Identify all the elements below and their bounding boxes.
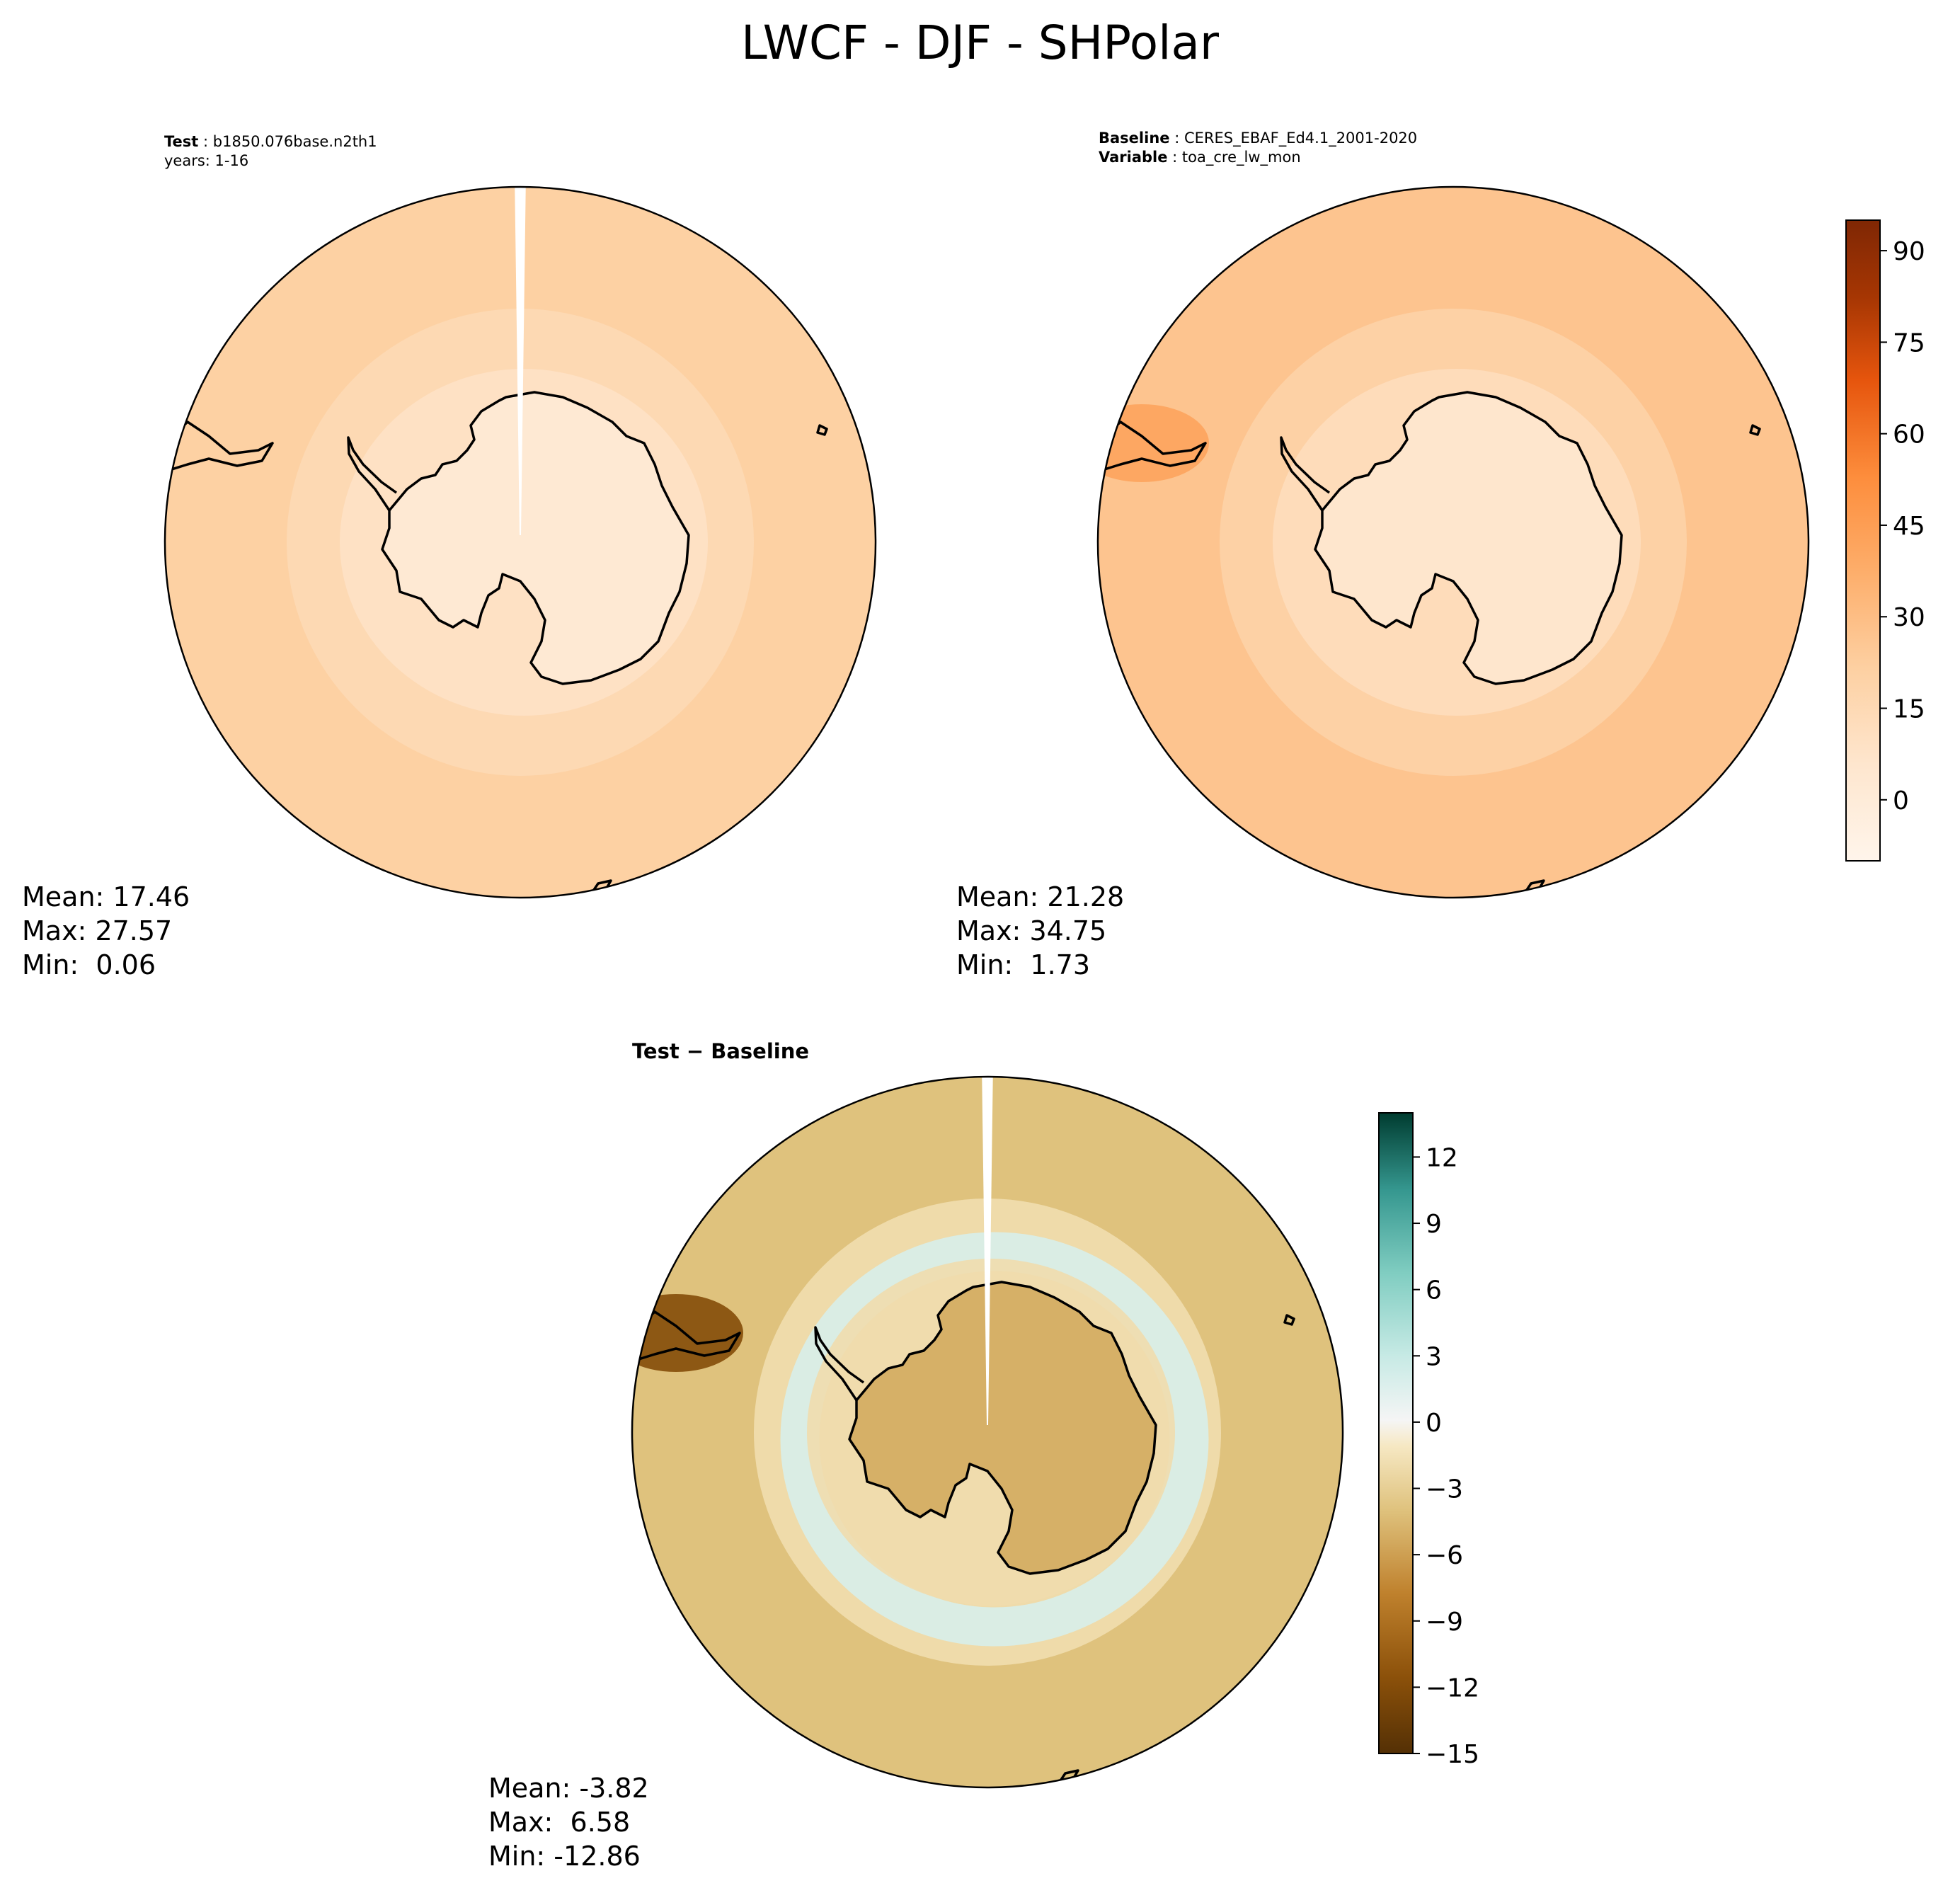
difference-title: Test − Baseline bbox=[632, 1039, 810, 1063]
baseline-max: Max: 34.75 bbox=[956, 915, 1107, 946]
difference-mean: Mean: -3.82 bbox=[488, 1773, 649, 1804]
test-missing-data-wedge bbox=[515, 187, 526, 535]
test-max: Max: 27.57 bbox=[22, 915, 173, 946]
colorbar-tick-label: 9 bbox=[1426, 1210, 1442, 1239]
difference-island-coast bbox=[1283, 1314, 1295, 1326]
test-south-america-coast bbox=[165, 420, 274, 473]
difference-peninsula-coast bbox=[814, 1326, 865, 1401]
test-island-coast bbox=[816, 424, 828, 436]
baseline-map bbox=[1098, 187, 1809, 898]
figure-title: LWCF - DJF - SHPolar bbox=[740, 16, 1220, 70]
test-years: years: 1-16 bbox=[164, 152, 249, 169]
test-map-border bbox=[164, 185, 877, 899]
difference-south-america-coast bbox=[632, 1310, 741, 1363]
baseline-colorbar: 0 15 30 45 60 75 90 bbox=[1845, 219, 1925, 862]
colorbar-tick-label: 45 bbox=[1893, 512, 1925, 541]
test-antarctica-coast bbox=[381, 391, 690, 685]
colorbar-tick-label: −3 bbox=[1426, 1475, 1463, 1504]
baseline-variable-key: Variable bbox=[1099, 149, 1168, 166]
baseline-label-key: Baseline bbox=[1099, 130, 1170, 147]
colorbar-tick-label: 0 bbox=[1426, 1409, 1442, 1438]
difference-missing-data-wedge bbox=[982, 1077, 993, 1425]
baseline-antarctica-coast bbox=[1314, 391, 1623, 685]
baseline-south-america-anomaly bbox=[1098, 404, 1209, 482]
difference-antarctica-coast bbox=[848, 1281, 1157, 1575]
test-label-key: Test bbox=[164, 133, 199, 150]
colorbar-tick-label: −15 bbox=[1426, 1740, 1479, 1769]
test-header: Test : b1850.076base.n2th1 years: 1-16 bbox=[164, 133, 377, 169]
baseline-peninsula-coast bbox=[1280, 436, 1331, 511]
test-continent-fill bbox=[382, 392, 689, 684]
colorbar-tick-label: −6 bbox=[1426, 1541, 1463, 1570]
colorbar-tick-label: 90 bbox=[1893, 237, 1925, 266]
baseline-min: Min: 1.73 bbox=[956, 949, 1090, 980]
difference-continent-fill bbox=[849, 1282, 1156, 1574]
difference-south-america-anomaly bbox=[632, 1294, 743, 1372]
baseline-island-coast bbox=[1749, 424, 1761, 436]
difference-map bbox=[632, 1077, 1343, 1787]
colorbar-tick-label: 30 bbox=[1893, 603, 1925, 632]
difference-max: Max: 6.58 bbox=[488, 1807, 631, 1838]
colorbar-tick-label: −12 bbox=[1426, 1674, 1479, 1703]
baseline-mean: Mean: 21.28 bbox=[956, 881, 1125, 912]
colorbar-tick-label: 75 bbox=[1893, 328, 1925, 357]
baseline-label-value: CERES_EBAF_Ed4.1_2001-2020 bbox=[1184, 130, 1418, 147]
baseline-continent-fill bbox=[1315, 392, 1622, 684]
test-peninsula-coast bbox=[347, 436, 398, 511]
colorbar-tick-label: 15 bbox=[1893, 695, 1925, 724]
baseline-header: Baseline : CERES_EBAF_Ed4.1_2001-2020 Var… bbox=[1099, 130, 1418, 166]
baseline-variable-value: toa_cre_lw_mon bbox=[1181, 149, 1301, 166]
test-mean: Mean: 17.46 bbox=[22, 881, 190, 912]
colorbar-tick-label: 3 bbox=[1426, 1342, 1442, 1371]
test-map bbox=[165, 187, 876, 898]
colorbar-tick-label: 6 bbox=[1426, 1276, 1442, 1305]
baseline-map-border bbox=[1096, 185, 1810, 899]
test-label-value: b1850.076base.n2th1 bbox=[212, 133, 377, 150]
difference-min: Min: -12.86 bbox=[488, 1841, 641, 1872]
difference-stats: Mean: -3.82 Max: 6.58 Min: -12.86 bbox=[488, 1771, 649, 1873]
colorbar-tick-label: 0 bbox=[1893, 786, 1909, 816]
difference-sea-ice-ring bbox=[780, 1232, 1209, 1647]
baseline-stats: Mean: 21.28 Max: 34.75 Min: 1.73 bbox=[956, 880, 1124, 982]
test-min: Min: 0.06 bbox=[22, 949, 156, 980]
difference-colorbar: −15 −12 −9 −6 −3 0 3 6 9 12 bbox=[1378, 1112, 1479, 1769]
test-stats: Mean: 17.46 Max: 27.57 Min: 0.06 bbox=[22, 880, 190, 982]
colorbar-tick-label: 12 bbox=[1426, 1143, 1458, 1172]
colorbar-tick-label: −9 bbox=[1426, 1608, 1463, 1637]
colorbar-tick-label: 60 bbox=[1893, 420, 1925, 450]
baseline-south-america-coast bbox=[1098, 420, 1207, 473]
difference-map-border bbox=[631, 1075, 1344, 1789]
